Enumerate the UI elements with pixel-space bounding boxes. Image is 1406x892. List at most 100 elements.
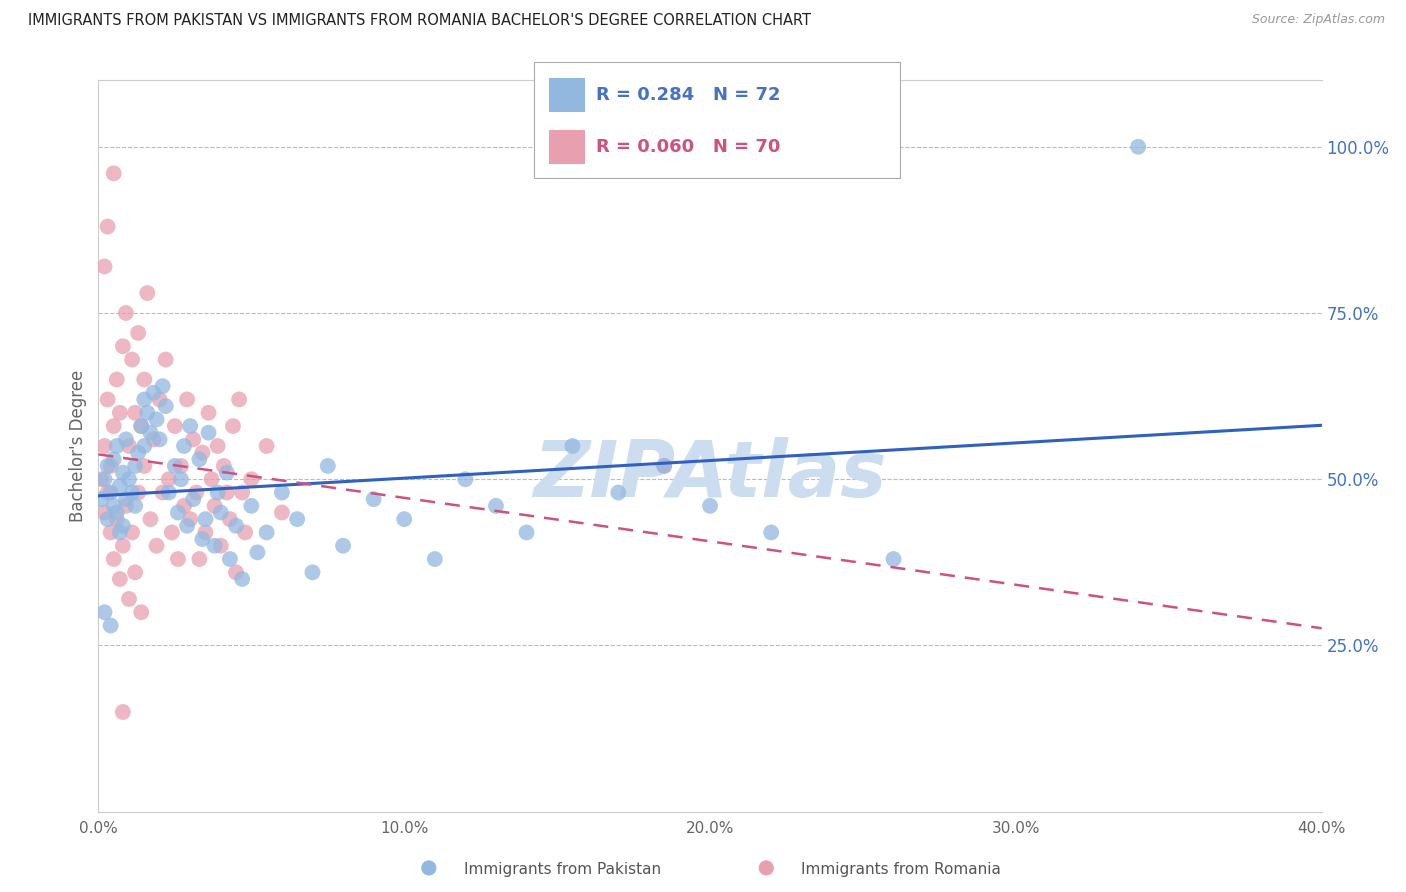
Point — [231, 572, 253, 586]
Point — [607, 485, 630, 500]
Point — [100, 485, 122, 500]
Text: R = 0.060   N = 70: R = 0.060 N = 70 — [596, 138, 780, 156]
Point — [105, 372, 128, 386]
Point — [152, 485, 174, 500]
Point — [108, 479, 131, 493]
Point — [699, 499, 721, 513]
Point — [149, 392, 172, 407]
Point — [188, 452, 211, 467]
Point — [418, 861, 440, 875]
Point — [392, 512, 416, 526]
Point — [209, 539, 232, 553]
Point — [139, 425, 162, 440]
Point — [191, 532, 214, 546]
Point — [301, 566, 323, 580]
Point — [173, 439, 195, 453]
Point — [115, 306, 138, 320]
Point — [176, 392, 198, 407]
Point — [170, 472, 193, 486]
Point — [129, 419, 152, 434]
Point — [149, 433, 172, 447]
Point — [285, 512, 308, 526]
Point — [97, 458, 120, 473]
Point — [219, 512, 242, 526]
Point — [883, 552, 905, 566]
Point — [270, 485, 292, 500]
Point — [246, 545, 269, 559]
Point — [134, 458, 156, 473]
Point — [179, 419, 201, 434]
Point — [111, 705, 134, 719]
Point — [97, 485, 120, 500]
Point — [111, 466, 134, 480]
Point — [115, 433, 138, 447]
Point — [181, 433, 204, 447]
Point — [240, 499, 263, 513]
FancyBboxPatch shape — [534, 62, 900, 178]
Text: IMMIGRANTS FROM PAKISTAN VS IMMIGRANTS FROM ROMANIA BACHELOR'S DEGREE CORRELATIO: IMMIGRANTS FROM PAKISTAN VS IMMIGRANTS F… — [28, 13, 811, 29]
Point — [204, 539, 226, 553]
Point — [652, 458, 675, 473]
Point — [240, 472, 263, 486]
Point — [90, 472, 112, 486]
Point — [1128, 140, 1150, 154]
Point — [118, 439, 141, 453]
Point — [103, 452, 125, 467]
Point — [181, 492, 204, 507]
Point — [215, 466, 238, 480]
Point — [197, 425, 219, 440]
Point — [134, 392, 156, 407]
Point — [256, 525, 278, 540]
Point — [207, 485, 229, 500]
Point — [103, 499, 125, 513]
Point — [204, 499, 226, 513]
Point — [231, 485, 253, 500]
Point — [103, 166, 125, 180]
Point — [108, 406, 131, 420]
Point — [105, 512, 128, 526]
FancyBboxPatch shape — [548, 78, 585, 112]
Point — [136, 286, 159, 301]
Point — [100, 525, 122, 540]
Point — [209, 506, 232, 520]
Point — [103, 419, 125, 434]
Point — [97, 219, 120, 234]
Point — [129, 419, 152, 434]
Point — [316, 458, 339, 473]
Point — [755, 861, 778, 875]
Point — [152, 379, 174, 393]
Point — [200, 472, 222, 486]
Point — [155, 352, 177, 367]
Point — [129, 605, 152, 619]
Point — [170, 458, 193, 473]
Point — [652, 458, 675, 473]
Point — [139, 512, 162, 526]
Point — [163, 419, 186, 434]
Point — [93, 472, 115, 486]
Point — [759, 525, 782, 540]
Point — [167, 552, 190, 566]
Text: ZIPAtlas: ZIPAtlas — [533, 437, 887, 513]
Point — [186, 485, 208, 500]
Point — [93, 605, 115, 619]
Point — [332, 539, 354, 553]
Point — [124, 566, 146, 580]
Point — [134, 439, 156, 453]
Text: R = 0.284   N = 72: R = 0.284 N = 72 — [596, 86, 780, 103]
Point — [105, 439, 128, 453]
Point — [423, 552, 446, 566]
Point — [197, 406, 219, 420]
Point — [212, 458, 235, 473]
Point — [225, 518, 247, 533]
Point — [157, 485, 180, 500]
Point — [97, 512, 120, 526]
FancyBboxPatch shape — [548, 129, 585, 164]
Point — [105, 506, 128, 520]
Point — [93, 260, 115, 274]
Point — [111, 518, 134, 533]
Point — [207, 439, 229, 453]
Point — [160, 525, 183, 540]
Point — [142, 385, 165, 400]
Point — [194, 525, 217, 540]
Point — [103, 552, 125, 566]
